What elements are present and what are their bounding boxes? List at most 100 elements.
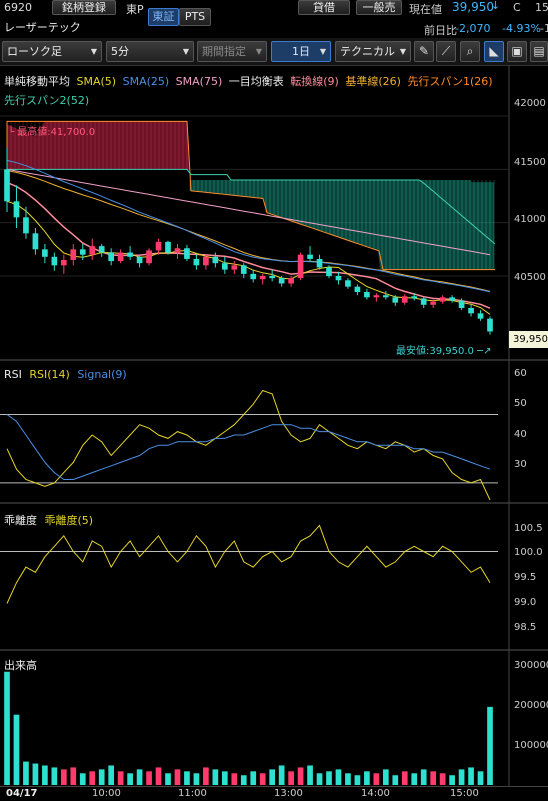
candle-body [70, 249, 77, 260]
volume-bar [458, 769, 465, 785]
volume-title: 出来高 [4, 659, 37, 672]
legend-ichimoku: 一目均衡表 [228, 75, 284, 88]
interval-value: 5分 [111, 45, 129, 58]
rsi-line [6, 389, 491, 501]
candle-body [468, 308, 474, 314]
rsi-legend: RSI RSI(14) Signal(9) [4, 368, 127, 381]
c-label: C [513, 1, 521, 14]
chart-toolbar: ローソク足 ▼ 5分 ▼ 期間指定 ▼ 1日 ▼ テクニカル ▼ ✎ ⟋ ⌕ ◣ ▣ ▤ [0, 38, 548, 66]
tab-pts[interactable]: PTS [179, 8, 211, 26]
technical-value: テクニカル [340, 45, 395, 58]
pencil-icon[interactable]: ✎ [414, 41, 434, 62]
volume-bar [23, 761, 29, 785]
volume-bar [155, 767, 162, 785]
candle-body [203, 256, 209, 266]
candle-body [392, 297, 399, 303]
sell-button[interactable]: 一般売 [356, 0, 402, 15]
sma25-line [6, 159, 491, 293]
kairi-tick: 100.0 [514, 547, 543, 558]
area-chart-icon[interactable]: ◣ [484, 41, 504, 62]
panel-icon[interactable]: ▤ [530, 41, 548, 62]
change-extra: -1 [540, 22, 548, 35]
volume-bar [203, 767, 209, 785]
candle-body [382, 295, 389, 298]
volume-bar [127, 773, 133, 785]
volume-bar [221, 771, 228, 785]
rsi-series-label: RSI(14) [29, 368, 70, 381]
candle-body [420, 298, 427, 305]
buy-button[interactable]: 貸借 [298, 0, 350, 15]
volume-bar [316, 773, 323, 785]
change-percent: -4.93% [502, 22, 541, 35]
price-tick: 40500 [514, 272, 546, 283]
rsi-tick: 50 [514, 398, 527, 409]
price-arrow-icon: ↓ [491, 0, 501, 12]
candle-body [184, 248, 190, 259]
c-value: 15 [535, 1, 548, 14]
rsi-tick: 30 [514, 459, 527, 470]
ichimoku-cloud-red [7, 121, 190, 170]
time-axis [0, 786, 548, 801]
slash-icon[interactable]: ⟋ [436, 41, 456, 62]
volume-bar [108, 765, 115, 785]
volume-bar [165, 773, 171, 785]
candle-body [23, 217, 29, 234]
candle-body [108, 252, 115, 262]
technical-select[interactable]: テクニカル ▼ [335, 41, 411, 62]
interval-select[interactable]: 5分 ▼ [106, 41, 194, 62]
volume-bar [70, 767, 77, 785]
chevron-down-icon: ▼ [255, 47, 262, 56]
save-icon[interactable]: ▣ [507, 41, 527, 62]
legend-senkou2: 先行スパン2(52) [4, 94, 90, 107]
candle-body [4, 169, 10, 202]
stock-code: 6920 [4, 1, 32, 14]
register-button[interactable]: 銘柄登録 [52, 0, 116, 15]
volume-bar [51, 767, 58, 785]
time-tick: 14:00 [361, 788, 390, 799]
rsi-tick: 40 [514, 429, 527, 440]
candle-body [326, 267, 332, 276]
volume-bar [231, 773, 238, 785]
legend-kijun: 基準線(26) [345, 75, 401, 88]
candle-body [430, 301, 437, 305]
stock-name: レーザーテック [4, 21, 81, 34]
candle-body [439, 297, 446, 302]
zoom-icon[interactable]: ⌕ [460, 41, 480, 62]
volume-bar [468, 767, 474, 785]
period-select[interactable]: 期間指定 ▼ [197, 41, 267, 62]
candle-body [146, 250, 152, 264]
candle-body [288, 278, 294, 284]
volume-bar [42, 765, 48, 785]
rsi-signal-line [6, 414, 491, 480]
volume-bar [335, 769, 342, 785]
volume-bar [13, 714, 20, 785]
volume-bar [250, 771, 257, 785]
tenkan-line [6, 181, 491, 309]
volume-bar [136, 769, 143, 785]
volume-bar [392, 775, 399, 785]
tab-tosho[interactable]: 東証 [148, 8, 179, 26]
candle-body [155, 241, 162, 251]
sma5-line [6, 200, 491, 315]
rsi-tick: 60 [514, 368, 527, 379]
kairi-series-label: 乖離度(5) [44, 514, 94, 527]
volume-bar [288, 771, 294, 785]
current-price-tag: 39,950 [509, 331, 548, 348]
volume-bar [212, 769, 219, 785]
candle-body [477, 313, 484, 319]
volume-bar [193, 773, 200, 785]
volume-tick: 200000 [514, 700, 548, 711]
time-tick: 15:00 [450, 788, 479, 799]
high-annotation: └ 最高値:41,700.0 [8, 127, 96, 138]
time-tick: 11:00 [178, 788, 207, 799]
range-select[interactable]: 1日 ▼ [271, 41, 331, 62]
price-tick: 42000 [514, 98, 546, 109]
legend-sma5: SMA(5) [76, 75, 117, 88]
senkou2-line [6, 148, 496, 245]
chart-type-select[interactable]: ローソク足 ▼ [2, 41, 102, 62]
volume-bar [430, 771, 437, 785]
legend-sma75: SMA(75) [175, 75, 223, 88]
candle-body [297, 254, 304, 279]
